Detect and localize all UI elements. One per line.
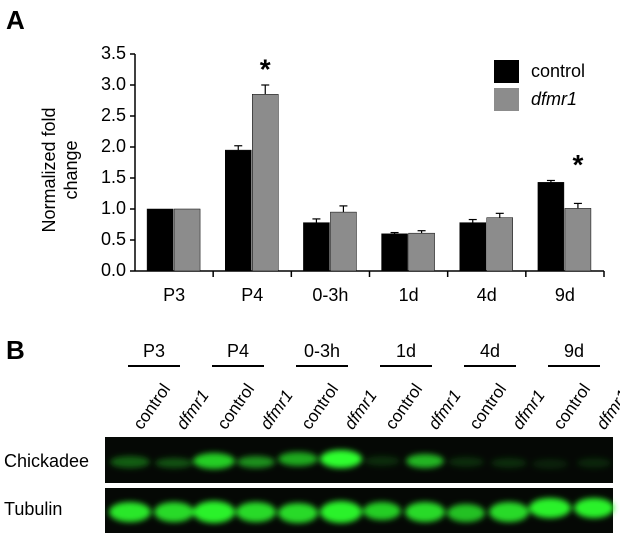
- y-tick-label: 1.0: [101, 198, 126, 218]
- lane-label: control: [297, 380, 342, 433]
- bar: [486, 217, 513, 272]
- group-label: 9d: [564, 341, 584, 361]
- panel-label: B: [6, 335, 25, 365]
- bar: [173, 208, 201, 272]
- bar: [330, 211, 357, 272]
- x-tick-label: 1d: [399, 285, 419, 305]
- bar: [408, 232, 435, 272]
- x-tick-label: 4d: [477, 285, 497, 305]
- lane-label: dfmr1: [508, 386, 548, 433]
- annotation: *: [572, 149, 583, 180]
- lane-label: dfmr1: [592, 386, 620, 433]
- annotation: *: [260, 53, 271, 84]
- lane-label: dfmr1: [172, 386, 212, 433]
- x-tick-label: P3: [163, 285, 185, 305]
- bar: [146, 208, 174, 272]
- legend-swatch: [494, 60, 519, 83]
- blot: [105, 437, 614, 533]
- lane-label: dfmr1: [424, 386, 464, 433]
- legend-swatch: [494, 88, 519, 111]
- group-label: P3: [143, 341, 165, 361]
- y-tick-label: 1.5: [101, 167, 126, 187]
- bar: [381, 233, 408, 272]
- legend-label: dfmr1: [531, 89, 577, 109]
- lane-label: control: [549, 380, 594, 433]
- bar: [537, 182, 565, 272]
- lane-label: dfmr1: [256, 386, 296, 433]
- y-tick-label: 3.5: [101, 43, 126, 63]
- y-tick-label: 2.0: [101, 136, 126, 156]
- bar: [225, 149, 252, 272]
- lane-label: control: [129, 380, 174, 433]
- group-label: 0-3h: [304, 341, 340, 361]
- panel-label: A: [6, 5, 25, 35]
- legend-label: control: [531, 61, 585, 81]
- lane-label: dfmr1: [340, 386, 380, 433]
- bar: [459, 222, 486, 272]
- bar: [303, 222, 330, 272]
- group-label: 1d: [396, 341, 416, 361]
- bands: [109, 450, 614, 523]
- row-label: Tubulin: [4, 499, 62, 519]
- y-tick-label: 2.5: [101, 105, 126, 125]
- y-tick-label: 3.0: [101, 74, 126, 94]
- lane-label: control: [465, 380, 510, 433]
- group-label: 4d: [480, 341, 500, 361]
- bar: [564, 208, 592, 272]
- x-tick-label: 0-3h: [312, 285, 348, 305]
- x-tick-label: 9d: [555, 285, 575, 305]
- group-label: P4: [227, 341, 249, 361]
- y-tick-label: 0.5: [101, 229, 126, 249]
- x-tick-label: P4: [241, 285, 263, 305]
- y-tick-label: 0.0: [101, 260, 126, 280]
- lane-label: control: [381, 380, 426, 433]
- y-axis-label: Normalized fold change: [39, 107, 81, 233]
- bar: [252, 94, 279, 272]
- row-label: Chickadee: [4, 451, 89, 471]
- lane-label: control: [213, 380, 258, 433]
